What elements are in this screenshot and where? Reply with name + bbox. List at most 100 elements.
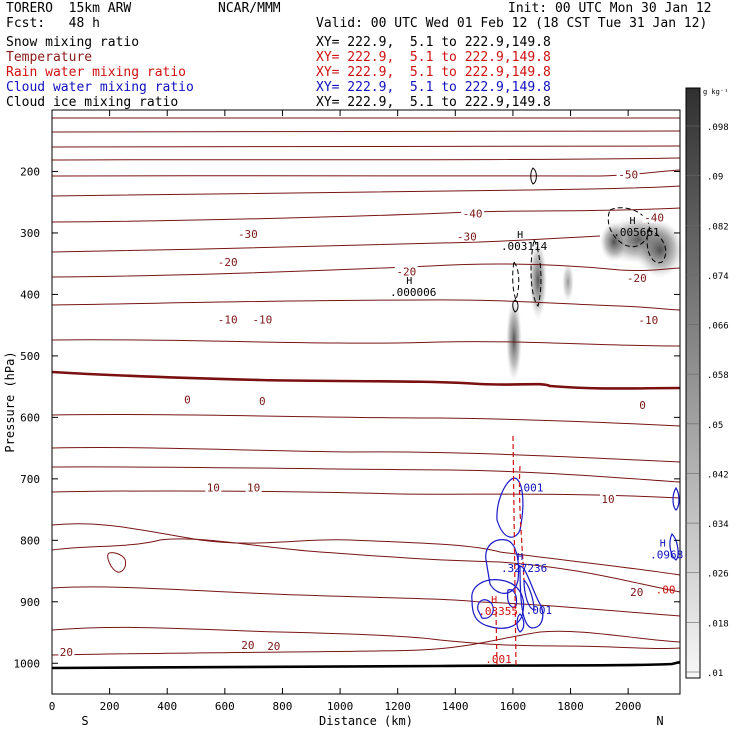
temperature-label: -20: [627, 272, 647, 285]
x-tick-label: 1800: [557, 700, 584, 713]
model-title: TORERO 15km ARW: [6, 1, 132, 16]
legend-temperature: Temperature: [6, 50, 93, 65]
extremum-marker: H: [660, 539, 666, 550]
colorbar-tick-label: .018: [707, 619, 729, 629]
temperature-label: -40: [463, 207, 483, 220]
y-tick-label: 800: [20, 534, 40, 547]
colorbar-tick-label: .098: [707, 123, 729, 133]
contour-label-bg: [182, 393, 192, 405]
x-tick-label: 2000: [615, 700, 642, 713]
y-tick-label: 400: [20, 288, 40, 301]
extremum-value: .03355: [478, 605, 518, 618]
south-label: S: [81, 714, 88, 728]
extremum-value: .003114: [501, 240, 548, 253]
extremum-value: .0968: [650, 549, 683, 562]
forecast-hour: Fcst: 48 h: [6, 16, 100, 31]
init-time: Init: 00 UTC Mon 30 Jan 12: [508, 1, 712, 16]
contour-value-label: .001: [526, 604, 553, 617]
y-axis-label: Pressure (hPa): [3, 351, 17, 452]
xy-temperature: XY= 222.9, 5.1 to 222.9,149.8: [316, 50, 551, 65]
temperature-label: -10: [252, 314, 272, 327]
x-tick-label: 800: [273, 700, 293, 713]
temperature-label: 10: [207, 481, 220, 494]
temperature-label: 10: [601, 493, 614, 506]
temperature-label: 0: [184, 394, 191, 407]
temperature-label: -10: [218, 314, 238, 327]
colorbar-tick-label: .074: [707, 272, 729, 282]
freezing-level: [51, 370, 681, 390]
colorbar-tick-label: .058: [707, 371, 729, 381]
colorbar-tick-label: .042: [707, 470, 729, 480]
org-title: NCAR/MMM: [218, 1, 281, 16]
xy-cloud-ice: XY= 222.9, 5.1 to 222.9,149.8: [316, 95, 551, 110]
contour-label-bg: [642, 211, 666, 223]
temperature-label: -30: [238, 228, 258, 241]
terrain-line: [51, 660, 681, 670]
temperature-label: 20: [241, 639, 254, 652]
contour-label-bg: [216, 255, 240, 267]
x-tick-label: 400: [157, 700, 177, 713]
contour-label-bg: [236, 228, 260, 240]
north-label: N: [656, 714, 663, 728]
contour-label-bg: [257, 394, 267, 406]
temperature-label: -30: [457, 231, 477, 244]
legend-cloud-ice: Cloud ice mixing ratio: [6, 95, 179, 110]
colorbar-tick-label: .01: [707, 669, 723, 679]
contour-label-bg: [461, 207, 485, 219]
y-tick-label: 200: [20, 165, 40, 178]
contour-label-bg: [638, 399, 648, 411]
extremum-value: .327236: [501, 562, 547, 575]
extremum-marker: H: [629, 216, 635, 227]
contour-label-bg: [58, 646, 75, 658]
colorbar-tick-label: .082: [707, 222, 729, 232]
x-tick-label: 600: [215, 700, 235, 713]
y-tick-label: 600: [20, 411, 40, 424]
temperature-label: -50: [618, 169, 638, 182]
contour-label-bg: [239, 638, 256, 650]
temperature-label: 20: [267, 640, 280, 653]
temperature-label: 20: [630, 586, 643, 599]
contour-label-bg: [265, 640, 282, 652]
temperature-contours: [51, 117, 681, 656]
xy-snow: XY= 222.9, 5.1 to 222.9,149.8: [316, 35, 551, 50]
y-tick-label: 1000: [14, 657, 41, 670]
extremum-marker: H: [517, 230, 523, 241]
extremum-value: .005661: [613, 226, 659, 239]
legend-rain: Rain water mixing ratio: [6, 65, 187, 80]
contour-label-bg: [250, 313, 274, 325]
snow-shading: [506, 216, 684, 382]
colorbar-tick-label: .034: [707, 520, 729, 530]
contour-label-bg: [628, 585, 645, 597]
x-tick-label: 1400: [442, 700, 469, 713]
extremum-value: .000006: [390, 286, 436, 299]
temperature-label: -20: [218, 256, 238, 269]
temperature-label: 0: [259, 395, 266, 408]
xy-cloud-water: XY= 222.9, 5.1 to 222.9,149.8: [316, 80, 551, 95]
xy-rain: XY= 222.9, 5.1 to 222.9,149.8: [316, 65, 551, 80]
temperature-label: -10: [638, 314, 658, 327]
legend-cloud-water: Cloud water mixing ratio: [6, 80, 194, 95]
valid-time: Valid: 00 UTC Wed 01 Feb 12 (18 CST Tue …: [316, 16, 708, 31]
cloud-water-contours: [471, 477, 680, 633]
colorbar-tick-label: .09: [707, 173, 723, 183]
x-axis-label: Distance (km): [319, 714, 413, 728]
plot-frame: [51, 109, 681, 695]
contour-label-bg: [616, 168, 640, 180]
contour-label-bg: [394, 265, 418, 277]
x-tick-label: 200: [100, 700, 120, 713]
contour-label-bg: [455, 230, 479, 242]
colorbar-tick-label: .026: [707, 570, 729, 580]
x-tick-label: 1000: [327, 700, 354, 713]
temperature-label: 20: [60, 646, 73, 659]
temperature-label: 0: [639, 399, 646, 412]
y-tick-label: 900: [20, 596, 40, 609]
colorbar-tick-label: .05: [707, 421, 723, 431]
colorbar: .01 .018 .026 .034 .042 .05 .058 .066 .074 .082 .0…: [685, 87, 729, 679]
legend-snow: Snow mixing ratio: [6, 35, 140, 50]
extremum-marker: H: [406, 276, 412, 287]
contour-value-label: .00: [656, 583, 676, 596]
colorbar-tick-label: .066: [707, 322, 729, 332]
contour-label-bg: [599, 493, 616, 505]
x-tick-label: 1600: [500, 700, 527, 713]
temperature-label: -20: [396, 266, 416, 279]
